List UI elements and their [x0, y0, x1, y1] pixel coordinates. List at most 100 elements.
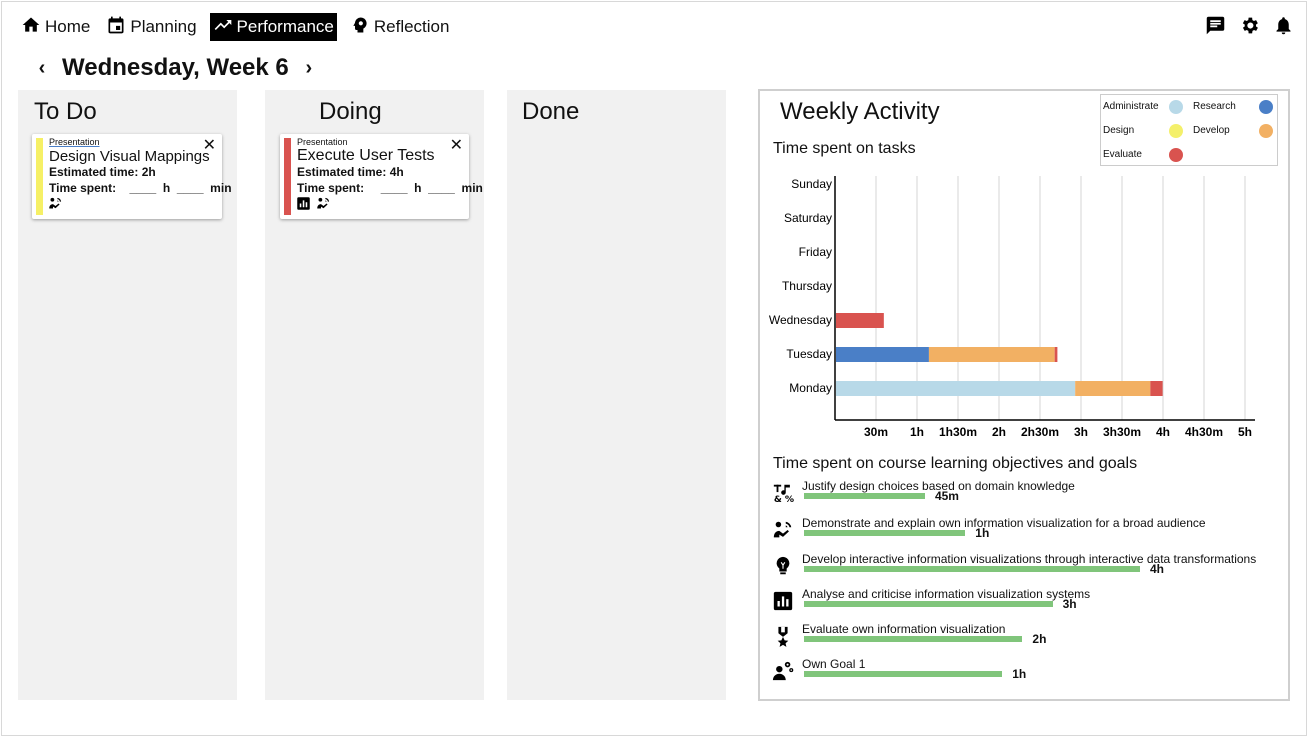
nav-reflection-label: Reflection [373, 17, 450, 36]
weekly-activity-panel: Weekly Activity Time spent on tasks Admi… [758, 89, 1290, 701]
doing-column[interactable]: Doing Presentation Execute User Tests ✕ … [265, 90, 484, 700]
task-objective-icons [48, 196, 63, 211]
settings-icon[interactable] [1239, 15, 1260, 36]
objective-time-value: 2h [1032, 632, 1047, 646]
x-tick-label: 4h30m [1185, 425, 1223, 436]
doing-column-title: Doing [319, 98, 382, 125]
legend-label-research: Research [1193, 101, 1236, 112]
nav-planning-label: Planning [130, 17, 197, 36]
legend-dot-evaluate [1169, 148, 1183, 162]
objective-label: Own Goal 1 [802, 657, 866, 671]
lightbulb-icon [772, 555, 794, 577]
objective-progress-bar [804, 530, 966, 536]
done-column[interactable]: Done [507, 90, 726, 700]
x-tick-label: 4h [1156, 425, 1170, 436]
medal-icon [772, 625, 794, 647]
task-estimated-time: Estimated time: 2h [49, 165, 156, 179]
legend-dot-develop [1259, 124, 1273, 138]
calendar-icon [106, 15, 126, 40]
presentation-hand-icon [48, 196, 63, 211]
trending-up-icon [213, 15, 233, 40]
objective-label: Demonstrate and explain own information … [802, 516, 1206, 530]
home-icon [21, 15, 41, 40]
y-tick-label: Wednesday [769, 313, 832, 327]
objective-progress-bar [804, 636, 1023, 642]
task-title: Design Visual Mappings [49, 148, 210, 165]
y-tick-label: Saturday [784, 211, 832, 225]
task-time-spent[interactable]: Time spent: ____ h ____ min [49, 181, 232, 195]
task-category: Presentation [49, 137, 100, 147]
objective-time-value: 1h [975, 526, 990, 540]
presentation-hand-icon [316, 196, 331, 211]
head-gear-icon [350, 15, 370, 40]
prev-day-button[interactable]: ‹ [38, 56, 46, 79]
person-gears-icon [772, 660, 794, 682]
x-tick-label: 30m [864, 425, 888, 436]
y-tick-label: Monday [789, 381, 832, 395]
legend-label-design: Design [1103, 125, 1135, 136]
done-column-title: Done [522, 98, 580, 125]
nav-reflection[interactable]: Reflection [347, 13, 453, 41]
objective-progress-bar [804, 566, 1140, 572]
objective-time-value: 3h [1062, 597, 1077, 611]
bar-segment-develop[interactable] [928, 347, 1055, 362]
y-tick-label: Friday [799, 245, 832, 259]
task-title: Execute User Tests [297, 147, 435, 164]
next-day-button[interactable]: › [305, 56, 313, 79]
x-tick-label: 2h30m [1021, 425, 1059, 436]
objective-label: Develop interactive information visualiz… [802, 552, 1257, 566]
objective-label: Analyse and criticise information visual… [802, 587, 1091, 601]
nav-planning[interactable]: Planning [103, 13, 199, 41]
objective-progress-bar [804, 671, 1003, 677]
bar-segment-develop[interactable] [1075, 381, 1151, 396]
y-tick-label: Thursday [782, 279, 832, 293]
task-card-doing[interactable]: Presentation Execute User Tests ✕ Estima… [280, 134, 483, 219]
nav-home[interactable]: Home [18, 13, 93, 41]
nav-performance[interactable]: Performance [209, 13, 337, 41]
chat-icon[interactable] [1205, 15, 1226, 36]
objective-time-value: 1h [1012, 667, 1027, 681]
todo-column[interactable]: To Do Presentation Design Visual Mapping… [18, 90, 237, 700]
legend-dot-research [1259, 100, 1273, 114]
task-time-spent[interactable]: Time spent: ____ h ____ min [297, 181, 483, 195]
chart-legend: Administrate Research Design Develop Eva… [1100, 94, 1278, 166]
legend-label-evaluate: Evaluate [1103, 149, 1142, 160]
x-tick-label: 1h30m [939, 425, 977, 436]
music-symbols-icon: &% [772, 482, 794, 504]
legend-label-develop: Develop [1193, 125, 1230, 136]
bar-segment-evaluate[interactable] [836, 313, 884, 328]
bar-segment-research[interactable] [836, 347, 929, 362]
nav-home-label: Home [45, 17, 91, 36]
x-tick-label: 3h30m [1103, 425, 1141, 436]
nav-performance-label: Performance [236, 17, 334, 36]
objective-progress-bar [804, 493, 925, 499]
close-icon[interactable]: ✕ [449, 137, 463, 154]
x-tick-label: 3h [1074, 425, 1088, 436]
bar-segment-administrate[interactable] [836, 381, 1076, 396]
y-tick-label: Tuesday [786, 347, 832, 361]
x-tick-label: 5h [1238, 425, 1252, 436]
objective-label: Evaluate own information visualization [802, 622, 1006, 636]
bar-segment-evaluate[interactable] [1150, 381, 1163, 396]
day-title: Wednesday, Week 6 [62, 54, 289, 81]
objective-progress-bar [804, 601, 1053, 607]
todo-column-title: To Do [34, 98, 97, 125]
task-objective-icons [296, 196, 331, 211]
bar-chart-icon [296, 196, 311, 211]
bell-icon[interactable] [1273, 15, 1294, 36]
tasks-bar-chart: 30m 1h 1h30m 2h 2h30m 3h 3h30m 4h 4h30m 5h Sunday S… [769, 176, 1255, 436]
task-card-todo[interactable]: Presentation Design Visual Mappings ✕ Es… [32, 134, 232, 219]
objective-time-value: 4h [1150, 562, 1165, 576]
weekly-title: Weekly Activity [780, 98, 940, 125]
y-tick-label: Sunday [791, 177, 832, 191]
main-nav: Home Planning Performance Reflection [18, 12, 452, 42]
day-header: ‹ Wednesday, Week 6 › [34, 54, 317, 82]
legend-dot-administrate [1169, 100, 1183, 114]
bar-segment-evaluate[interactable] [1054, 347, 1058, 362]
close-icon[interactable]: ✕ [202, 137, 216, 154]
task-category: Presentation [297, 137, 348, 147]
svg-text:%: % [785, 494, 794, 504]
x-tick-label: 2h [992, 425, 1006, 436]
svg-text:&: & [774, 494, 782, 504]
